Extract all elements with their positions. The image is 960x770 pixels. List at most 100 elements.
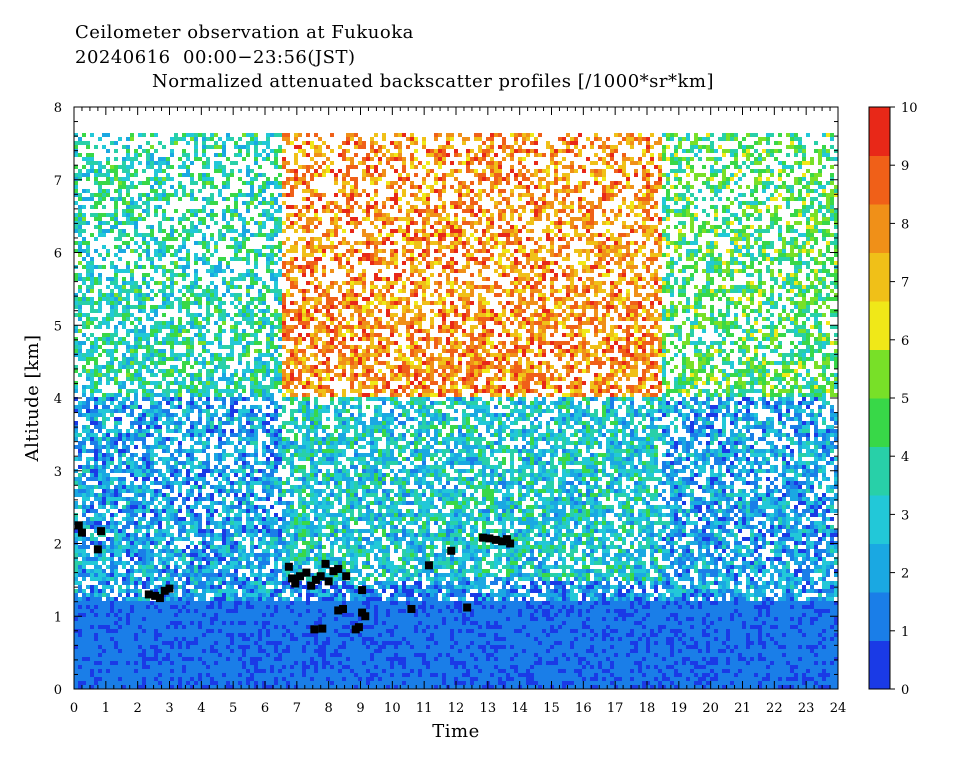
cloud-base-point <box>485 534 494 543</box>
x-tick-label: 15 <box>543 701 560 716</box>
y-tick-label: 4 <box>54 392 62 407</box>
colorbar-segment <box>869 543 890 593</box>
colorbar-segment <box>869 592 890 641</box>
x-tick-label: 11 <box>416 701 433 716</box>
y-tick-label: 6 <box>54 247 62 262</box>
cloud-base-point <box>288 574 297 583</box>
heatmap-layer <box>74 133 838 689</box>
cloud-base-point <box>502 535 511 544</box>
x-tick-label: 17 <box>607 701 624 716</box>
cloud-base-point <box>144 590 153 599</box>
cloud-base-point <box>479 533 488 542</box>
cloud-base-point <box>334 606 343 615</box>
colorbar-segment <box>869 446 890 496</box>
x-tick-label: 4 <box>197 701 205 716</box>
x-tick-label: 1 <box>102 701 110 716</box>
x-tick-label: 7 <box>293 701 301 716</box>
x-tick-label: 5 <box>229 701 237 716</box>
cloud-base-point <box>311 575 320 584</box>
cloud-base-point <box>329 567 338 576</box>
colorbar: 0 1 2 3 4 5 6 7 8 9 10 <box>868 101 918 698</box>
cloud-base-point <box>463 603 472 612</box>
cloud-base-point <box>93 545 102 554</box>
colorbar-tick-label: 8 <box>901 217 909 232</box>
x-tick-label: 3 <box>165 701 173 716</box>
cloud-base-point <box>307 581 316 590</box>
cloud-base-point <box>74 521 83 530</box>
chart-title-line-1: Ceilometer observation at Fukuoka <box>75 22 414 43</box>
cloud-base-point <box>97 527 106 536</box>
colorbar-segment <box>869 301 890 350</box>
colorbar-tick-label: 7 <box>901 276 909 291</box>
colorbar-segment <box>869 349 890 399</box>
x-tick-label: 20 <box>702 701 719 716</box>
cloud-base-point <box>165 584 174 593</box>
y-tick-label: 1 <box>54 610 62 625</box>
cloud-base-point <box>155 594 164 603</box>
x-tick-label: 2 <box>134 701 142 716</box>
colorbar-tick-label: 6 <box>901 334 909 349</box>
y-axis-title: Altitude [km] <box>22 335 43 463</box>
cloud-base-point <box>284 562 293 571</box>
colorbar-tick-label: 0 <box>901 683 909 698</box>
colorbar-segment <box>869 155 890 205</box>
x-tick-label: 18 <box>639 701 656 716</box>
cloud-base-point <box>447 546 456 555</box>
colorbar-tick-label: 3 <box>901 508 909 523</box>
colorbar-tick-label: 2 <box>901 567 909 582</box>
y-tick-label: 0 <box>54 683 62 698</box>
x-tick-label: 21 <box>734 701 751 716</box>
cloud-base-point <box>491 535 500 544</box>
x-tick-label: 0 <box>70 701 78 716</box>
cloud-base-point <box>498 537 507 546</box>
colorbar-segment <box>869 252 890 302</box>
x-tick-label: 9 <box>356 701 364 716</box>
x-axis-title: Time <box>432 721 479 742</box>
colorbar-segment <box>869 398 890 447</box>
x-tick-label: 13 <box>480 701 497 716</box>
x-tick-label: 6 <box>261 701 269 716</box>
cloud-base-point <box>334 564 343 573</box>
y-tick-label: 2 <box>54 538 62 553</box>
cloud-base-point <box>506 539 515 548</box>
cloud-base-point <box>316 572 325 581</box>
x-tick-label: 10 <box>384 701 401 716</box>
colorbar-tick-label: 10 <box>901 101 918 116</box>
x-tick-label: 16 <box>575 701 592 716</box>
cloud-base-point <box>77 528 86 537</box>
x-tick-label: 12 <box>448 701 465 716</box>
cloud-base-point <box>361 612 370 621</box>
axes-layer: 0 1 2 3 4 5 6 7 8 9 10 11 12 13 14 15 16 17 18 19 20 21 22 23 24… <box>54 101 847 716</box>
cloud-base-point <box>291 579 300 588</box>
x-tick-label: 23 <box>798 701 815 716</box>
cloud-base-point <box>296 572 305 581</box>
y-tick-label: 7 <box>54 174 62 189</box>
cloud-base-point <box>151 591 160 600</box>
cloud-base-point <box>318 624 327 633</box>
colorbar-segment <box>869 640 890 690</box>
cloud-base-point <box>321 559 330 568</box>
cloud-base-point <box>324 577 333 586</box>
y-tick-label: 8 <box>54 101 62 116</box>
cloud-base-point <box>354 623 363 632</box>
x-tick-label: 8 <box>325 701 333 716</box>
cloud-base-layer <box>74 521 515 634</box>
colorbar-tick-label: 9 <box>901 159 909 174</box>
y-tick-label: 3 <box>54 465 62 480</box>
x-tick-label: 24 <box>830 701 847 716</box>
y-tick-label: 5 <box>54 319 62 334</box>
chart-title-line-2: 20240616 00:00−23:56(JST) <box>75 47 356 68</box>
cloud-base-point <box>160 586 169 595</box>
cloud-base-point <box>302 568 311 577</box>
colorbar-tick-label: 5 <box>901 392 909 407</box>
colorbar-segment <box>869 204 890 253</box>
cloud-base-point <box>338 604 347 613</box>
colorbar-tick-label: 1 <box>901 625 909 640</box>
x-tick-label: 19 <box>671 701 688 716</box>
colorbar-segment <box>869 495 890 544</box>
cloud-base-point <box>310 625 319 634</box>
x-tick-label: 22 <box>766 701 783 716</box>
colorbar-segment <box>869 107 890 156</box>
colorbar-tick-label: 4 <box>901 450 909 465</box>
